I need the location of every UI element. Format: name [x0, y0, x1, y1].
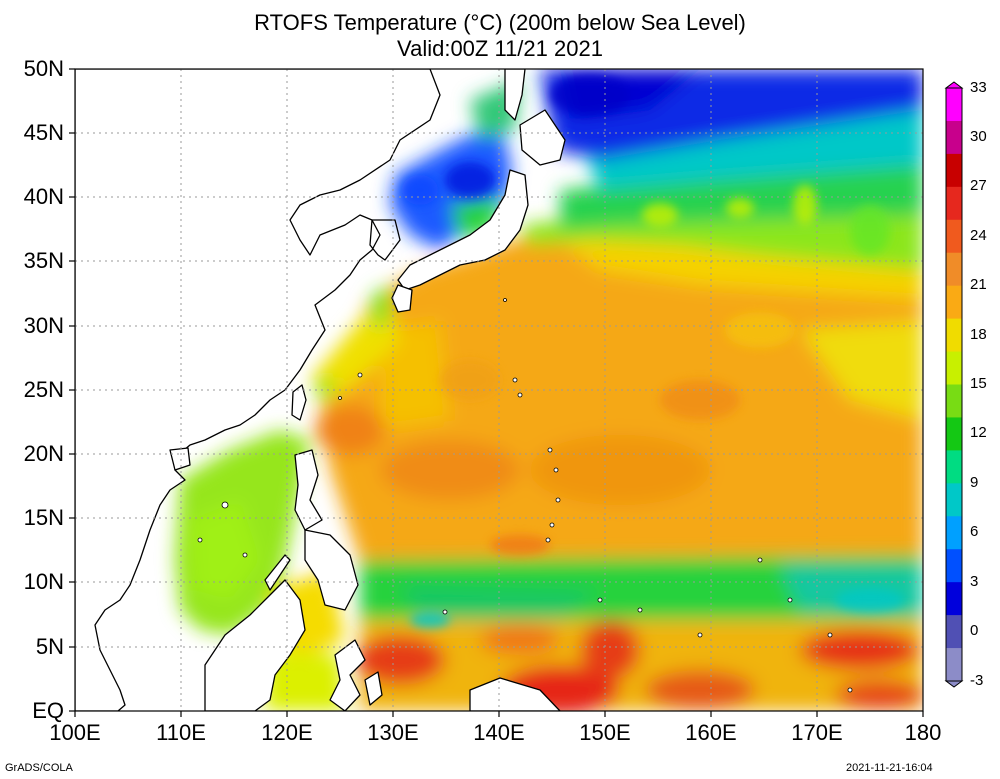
lon-label: 120E	[261, 720, 313, 745]
colorbar-label: -3	[970, 672, 984, 689]
new-guinea	[469, 677, 561, 711]
lat-label: 20N	[23, 441, 64, 466]
sakhalin	[504, 69, 526, 121]
halmahera	[364, 671, 383, 706]
lat-label: EQ	[32, 698, 64, 723]
colorbar-label: 18	[970, 326, 987, 343]
hokkaido	[519, 109, 566, 166]
colorbar-swatch	[946, 450, 962, 484]
luzon	[294, 449, 323, 531]
colorbar-swatch	[946, 153, 962, 188]
colorbar-swatch	[946, 417, 962, 451]
lat-label: 45N	[23, 120, 64, 145]
lon-label: 170E	[791, 720, 843, 745]
asia-mainland	[75, 69, 441, 711]
lon-label: 140E	[473, 720, 525, 745]
mindanao-visayas	[304, 529, 359, 611]
colorbar-swatch	[946, 318, 962, 353]
colorbar-swatch	[946, 648, 962, 682]
temperature-field	[175, 69, 923, 711]
colorbar-label: 3	[970, 573, 979, 590]
lat-label: 10N	[23, 569, 64, 594]
lat-label: 40N	[23, 184, 64, 209]
colorbar-swatch	[946, 351, 962, 386]
lon-label: 160E	[685, 720, 737, 745]
colorbar-label: 24	[970, 227, 987, 244]
colorbar-swatch	[946, 88, 962, 122]
colorbar-label: 33	[970, 79, 987, 96]
lat-label: 35N	[23, 248, 64, 273]
colorbar-swatch	[946, 549, 962, 583]
footer-timestamp: 2021-11-21-16:04	[846, 762, 933, 774]
colorbar-label: 12	[970, 424, 987, 441]
graticule	[75, 69, 923, 711]
colorbar-swatch	[946, 615, 962, 649]
colorbar-top-arrow	[944, 81, 964, 89]
colorbar-label: 6	[970, 523, 979, 540]
lon-label: 130E	[367, 720, 419, 745]
lat-label: 15N	[23, 505, 64, 530]
map-title: RTOFS Temperature (°C) (200m below Sea L…	[254, 10, 746, 35]
lat-label: 50N	[23, 56, 64, 81]
taiwan	[291, 384, 307, 421]
valid-time: Valid:00Z 11/21 2021	[397, 36, 603, 61]
colorbar-swatch	[946, 219, 962, 254]
small-islands	[197, 298, 853, 693]
colorbar-label: 27	[970, 177, 987, 194]
lon-label: 100E	[49, 720, 101, 745]
colorbar-label: 15	[970, 375, 987, 392]
lon-label: 110E	[156, 720, 206, 745]
kyushu	[391, 284, 413, 313]
colorbar-label: 21	[970, 276, 987, 293]
colorbar-swatch	[946, 285, 962, 320]
hot-patch	[380, 440, 520, 500]
lon-label: 180	[904, 720, 942, 745]
honshu	[397, 169, 529, 291]
palawan	[264, 554, 291, 591]
colorbar-label: 0	[970, 622, 979, 639]
colorbar-bottom-arrow	[944, 680, 964, 688]
colorbar-swatch	[946, 384, 962, 419]
lat-label: 5N	[35, 634, 64, 659]
colorbar-swatch	[946, 252, 962, 287]
lon-label: 150E	[579, 720, 631, 745]
colorbar-label: 30	[970, 128, 987, 145]
borneo	[204, 579, 306, 711]
colorbar-frame	[945, 87, 963, 682]
landmasses	[75, 69, 566, 711]
colorbar-swatch	[946, 516, 962, 550]
lat-label: 30N	[23, 313, 64, 338]
colorbar-swatch	[946, 582, 962, 616]
korea-peninsula	[369, 219, 401, 261]
colorbar-swatch	[946, 186, 962, 221]
colorbar	[944, 81, 964, 688]
colorbar-label: 9	[970, 474, 979, 491]
colorbar-swatch	[946, 483, 962, 517]
axis-ticks	[69, 68, 924, 717]
lat-label: 25N	[23, 377, 64, 402]
footer-credit: GrADS/COLA	[5, 762, 73, 774]
colorbar-swatch	[946, 120, 962, 155]
